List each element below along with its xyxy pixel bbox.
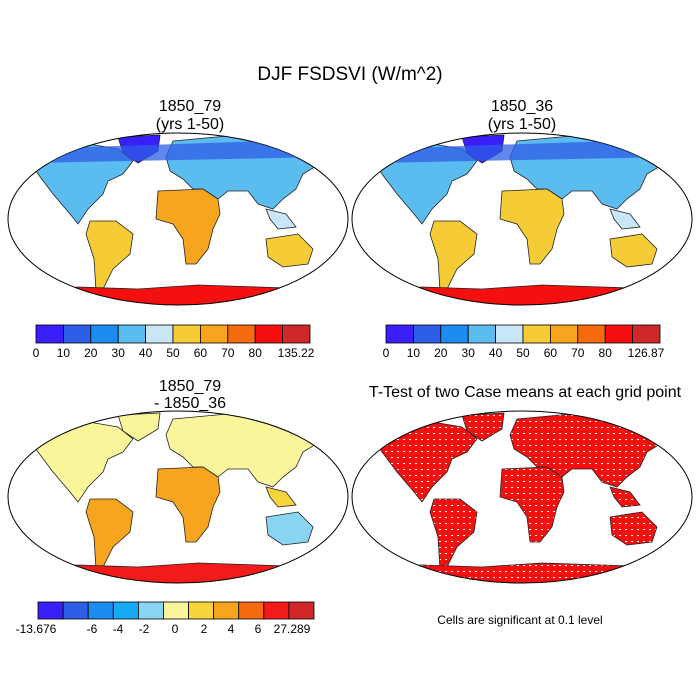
colorbar-panel2-label: 50 [516, 346, 530, 360]
colorbar-panel1-swatch [90, 324, 119, 344]
colorbar-panel2-swatch [632, 324, 661, 344]
map-panel3-namerica [27, 420, 134, 503]
colorbar-panel1-label: 40 [139, 346, 153, 360]
colorbar-panel2: 0 10 20 30 40 50 60 70 80 126.87 [383, 324, 665, 360]
map-panel4-australia [609, 511, 658, 546]
map-panel2-seasia [609, 208, 641, 230]
map-panel3-greenland [117, 412, 161, 442]
colorbar-panel2-label: 10 [407, 346, 421, 360]
colorbar-panel3-label: -2 [139, 622, 150, 636]
significance-note: Cells are significant at 0.1 level [437, 613, 603, 627]
colorbar-panel3-swatch [263, 601, 290, 620]
colorbar-panel1-swatch [35, 324, 64, 344]
colorbar-panel1-swatch [282, 324, 311, 344]
colorbar-panel3-label: 4 [228, 622, 235, 636]
colorbar-panel1-label: 20 [84, 346, 98, 360]
map-panel3-seasia [265, 486, 297, 508]
colorbar-panel1-swatch [117, 324, 146, 344]
colorbar-panel1-label: 50 [166, 346, 180, 360]
colorbar-panel2-label: 40 [489, 346, 503, 360]
colorbar-panel2-label: 70 [571, 346, 585, 360]
colorbar-panel3-swatch [62, 601, 89, 620]
colorbar-panel3-swatch [288, 601, 315, 620]
colorbar-panel3-swatch [87, 601, 114, 620]
colorbar-panel2-label: 30 [462, 346, 476, 360]
colorbar-panel1-swatch [254, 324, 283, 344]
map-panel4-samerica [429, 498, 478, 570]
map-panel2-africa [499, 188, 565, 265]
colorbar-panel1-label: 10 [57, 346, 71, 360]
colorbar-panel3-swatch [238, 601, 265, 620]
panel1-subtitle: (yrs 1-50) [155, 116, 225, 133]
panel1-title: 1850_79 [158, 98, 222, 115]
colorbar-panel1-swatch [63, 324, 92, 344]
colorbar-panel3-label: -4 [113, 622, 124, 636]
colorbar-panel1-swatch [199, 324, 229, 344]
colorbar-panel1-label: 30 [112, 346, 126, 360]
map-panel1-australia [265, 233, 314, 268]
colorbar-panel1-swatch [145, 324, 174, 344]
colorbar-panel3-label: 0 [172, 622, 179, 636]
panel3-title: 1850_79 [158, 378, 222, 395]
map-panel4-africa [499, 466, 565, 543]
map-panel3-africa [155, 466, 221, 543]
colorbar-panel1-label: 60 [194, 346, 208, 360]
colorbar-panel3-label: -13.676 [16, 622, 57, 636]
colorbar-panel2-swatch [495, 324, 524, 344]
colorbar-panel2-swatch [385, 324, 414, 344]
colorbar-panel3-label: 6 [255, 622, 262, 636]
colorbar-panel3-label: 27.289 [274, 622, 311, 636]
colorbar-panel3-swatch [37, 601, 64, 620]
colorbar-panel3-swatch [112, 601, 139, 620]
colorbar-panel2-label: 20 [434, 346, 448, 360]
map-panel3-australia [265, 511, 314, 546]
map-panel1 [7, 132, 349, 306]
colorbar-panel1: 0 10 20 30 40 50 60 70 80 135.22 [33, 324, 315, 360]
colorbar-panel1-swatch [172, 324, 201, 344]
map-panel4-greenland [461, 412, 505, 442]
colorbar-panel1-label: 0 [33, 346, 40, 360]
colorbar-panel1-label: 70 [221, 346, 235, 360]
panel2-title: 1850_36 [490, 98, 554, 115]
colorbar-panel3-label: -6 [87, 622, 98, 636]
colorbar-panel3-swatch [163, 601, 189, 620]
colorbar-panel2-label: 60 [544, 346, 558, 360]
map-panel3-samerica [85, 498, 134, 570]
colorbar-panel3-label: 2 [201, 622, 208, 636]
main-title: DJF FSDSVI (W/m^2) [257, 64, 443, 85]
colorbar-panel3-swatch [188, 601, 215, 620]
colorbar-panel2-swatch [577, 324, 606, 344]
colorbar-panel3-swatch [137, 601, 164, 620]
colorbar-panel3-swatch [213, 601, 240, 620]
colorbar-panel2-label: 80 [599, 346, 613, 360]
colorbar-panel2-swatch [550, 324, 579, 344]
colorbar-panel1-swatch [227, 324, 256, 344]
colorbar-panel2-swatch [440, 324, 469, 344]
colorbar-panel1-label: 80 [249, 346, 263, 360]
map-panel2-samerica [429, 220, 478, 292]
panel3-subtitle: - 1850_36 [153, 395, 227, 412]
panel4-title: T-Test of two Case means at each grid po… [368, 384, 682, 401]
colorbar-panel2-swatch [412, 324, 442, 344]
colorbar-panel2-swatch [467, 324, 497, 344]
map-panel4-seasia [609, 486, 641, 508]
panel2-subtitle: (yrs 1-50) [487, 116, 557, 133]
map-panel1-seasia [265, 208, 297, 230]
map-panel4-namerica [371, 420, 478, 503]
colorbar-panel2-label: 0 [383, 346, 390, 360]
map-panel3 [7, 410, 349, 584]
map-panel1-africa [155, 188, 221, 265]
map-panel1-samerica [85, 220, 134, 292]
map-panel2-australia [609, 233, 658, 268]
colorbar-panel3: -13.676 -6 -4 -2 0 2 4 6 27.289 [16, 601, 315, 636]
colorbar-panel2-swatch [522, 324, 551, 344]
colorbar-panel2-label: 126.87 [628, 346, 665, 360]
colorbar-panel1-label: 135.22 [278, 346, 315, 360]
colorbar-panel2-swatch [604, 324, 634, 344]
map-panel4 [351, 410, 693, 584]
